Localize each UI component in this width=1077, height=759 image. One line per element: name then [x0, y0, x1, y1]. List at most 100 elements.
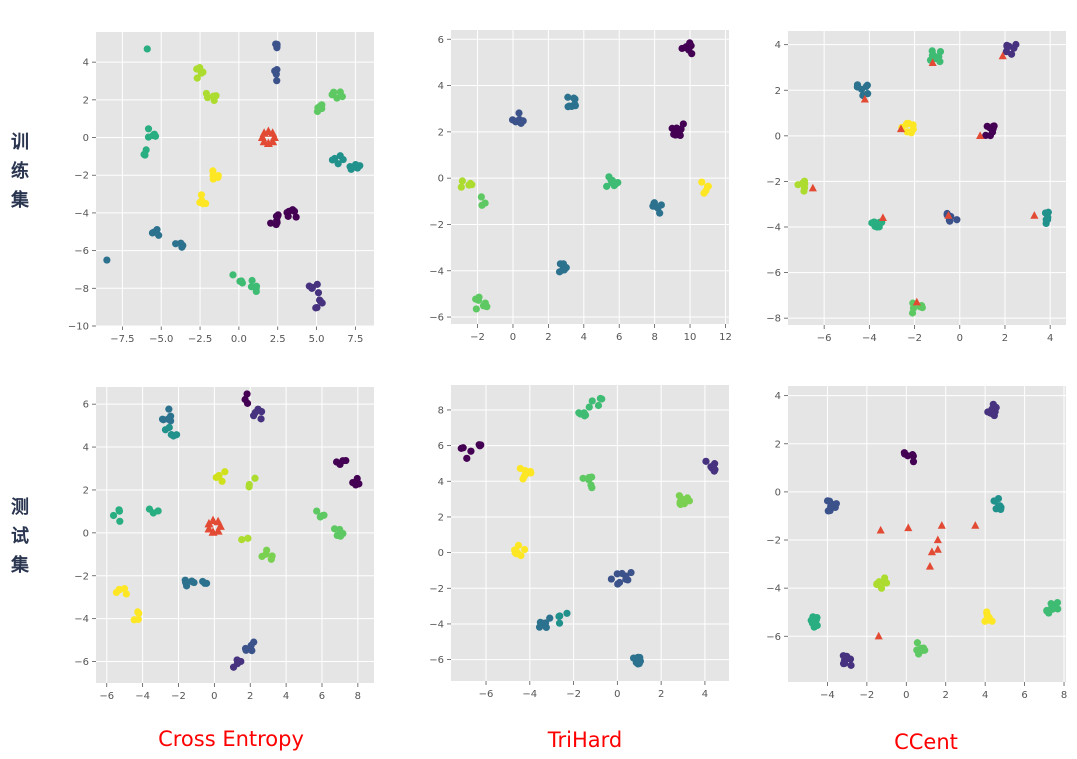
x-tick-label: 2: [658, 689, 664, 700]
data-point: [115, 586, 124, 594]
data-point: [346, 163, 354, 171]
center-marker: [1030, 211, 1039, 219]
y-tick-label: −2: [429, 220, 444, 231]
data-point: [183, 582, 191, 590]
x-tick-label: 8: [355, 691, 361, 702]
data-point: [177, 239, 185, 247]
x-tick-label: 0: [614, 689, 620, 700]
data-point: [161, 426, 170, 434]
data-point: [245, 480, 253, 489]
data-point: [273, 77, 281, 85]
data-point: [243, 390, 251, 398]
center-marker: [912, 297, 921, 306]
data-point: [909, 458, 918, 466]
column-title-cross-entropy: Cross Entropy: [158, 727, 304, 751]
data-point: [468, 181, 476, 189]
data-point: [823, 497, 832, 505]
data-point: [339, 155, 347, 164]
data-point: [477, 193, 485, 201]
y-tick-label: −4: [766, 584, 781, 595]
column-title-trihard: TriHard: [547, 728, 623, 752]
plot-area: [788, 386, 1066, 682]
data-point: [271, 67, 279, 75]
x-tick-label: 4: [982, 690, 988, 701]
y-tick-label: −6: [429, 313, 444, 324]
data-point: [546, 614, 554, 622]
y-tick-label: 2: [775, 86, 781, 97]
data-point: [847, 661, 855, 669]
data-point: [483, 303, 491, 311]
data-point: [677, 494, 685, 503]
center-marker: [904, 523, 913, 532]
data-point: [308, 284, 316, 292]
data-point: [575, 409, 583, 417]
data-point: [650, 199, 659, 207]
center-marker: [937, 521, 946, 529]
data-point: [257, 415, 265, 423]
data-point: [193, 65, 201, 73]
data-point: [115, 507, 124, 515]
data-point: [594, 401, 603, 410]
y-tick-label: −6: [766, 268, 781, 279]
data-point: [1044, 208, 1052, 216]
data-point: [314, 104, 322, 112]
data-point: [688, 50, 696, 58]
data-point: [218, 477, 226, 485]
x-tick-label: −2: [859, 690, 874, 701]
data-point: [472, 305, 480, 313]
data-point: [285, 207, 293, 215]
y-tick-label: −6: [74, 246, 89, 257]
data-point: [353, 474, 361, 483]
y-tick-label: 4: [438, 477, 444, 488]
x-tick-label: 0: [957, 333, 963, 344]
data-point: [608, 176, 617, 185]
data-point: [236, 277, 244, 285]
center-marker: [208, 515, 218, 525]
x-tick-label: 2: [247, 691, 253, 702]
center-marker: [976, 131, 985, 139]
y-tick-label: 4: [775, 40, 781, 51]
data-point: [571, 102, 579, 110]
data-point: [336, 88, 344, 96]
data-point: [214, 173, 222, 182]
center-marker: [896, 124, 906, 133]
y-tick-label: −2: [429, 584, 444, 595]
data-point: [913, 646, 921, 654]
data-point: [155, 231, 163, 239]
x-tick-label: −6: [479, 689, 494, 700]
y-tick-label: −2: [766, 536, 781, 547]
plot-area: [96, 32, 374, 326]
data-point: [333, 531, 341, 540]
y-tick-label: 6: [438, 441, 444, 452]
y-tick-label: 2: [775, 439, 781, 450]
data-point: [248, 276, 256, 285]
scatter-panel-1: −7.5 −5.0 −2.5 0.0 2.5 5.0 7.5 −10 −8 −6 −4 −2 0 2 4: [68, 32, 374, 345]
scatter-panel-4: −6 −4 −2 0 2 4 6 8 −6 −4 −2 0 2 4 6: [74, 387, 374, 702]
data-point: [475, 441, 483, 449]
data-point: [167, 431, 175, 439]
data-point: [328, 156, 337, 164]
data-point: [921, 646, 929, 654]
y-tick-label: −6: [429, 655, 444, 666]
data-point: [167, 417, 175, 425]
data-point: [928, 47, 936, 55]
data-point: [800, 187, 808, 195]
x-tick-label: 6: [1021, 690, 1027, 701]
x-tick-label: 0: [903, 690, 909, 701]
data-point: [535, 623, 544, 631]
data-point: [165, 405, 173, 413]
y-tick-label: 4: [83, 58, 89, 69]
scatter-panel-6: −4 −2 0 2 4 6 8 −6 −4 −2 0 2 4: [766, 386, 1067, 701]
x-tick-label: −6: [99, 691, 114, 702]
center-marker: [874, 631, 883, 640]
data-point: [313, 280, 321, 288]
data-point: [698, 178, 706, 186]
x-tick-label: −4: [820, 690, 835, 701]
data-point: [983, 608, 991, 616]
x-tick-label: −2: [470, 332, 485, 343]
data-point: [598, 395, 606, 403]
data-point: [203, 94, 212, 102]
y-tick-label: 4: [438, 81, 444, 92]
y-tick-label: −6: [766, 632, 781, 643]
